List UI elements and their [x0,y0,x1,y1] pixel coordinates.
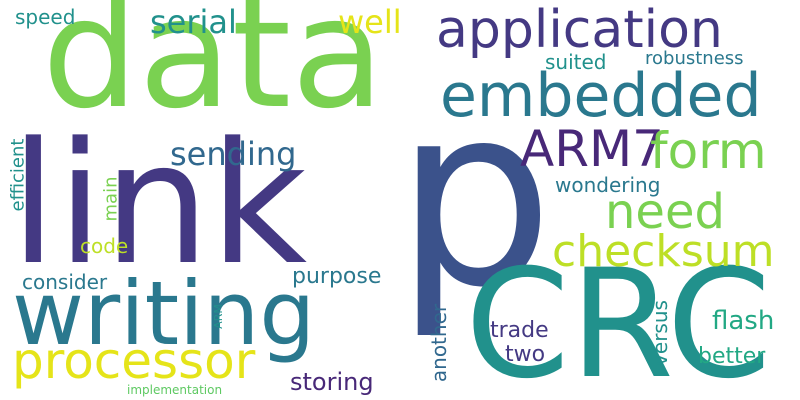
word-purpose: purpose [292,264,382,289]
word-versus: versus [647,300,672,366]
word-consider: consider [22,270,108,294]
word-speed: speed [15,5,76,29]
word-processor: processor [12,332,256,390]
word-crc: CRC [465,238,772,400]
word-efficient: efficient [7,138,29,212]
word-robustness: robustness [645,48,744,69]
word-trade: trade [490,318,549,343]
word-well: well [338,3,402,41]
word-data: data [42,0,385,142]
word-application: application [436,0,723,60]
word-code: code [80,234,129,258]
word-serial: serial [150,3,237,41]
word-embedded: embedded [440,61,762,131]
word-form: form [650,122,767,180]
word-sending: sending [170,135,297,173]
word-wondering: wondering [555,173,661,197]
word-implementation: implementation [127,383,223,397]
word-writing: writing [12,262,316,365]
word-another: another [427,303,452,383]
word-two: two [505,342,546,367]
word-arm7: ARM7 [520,120,664,178]
word-arm: ARM [211,304,225,329]
word-flash: flash [712,306,775,336]
word-checksum: checksum [552,226,775,277]
word-better: better [698,344,766,369]
word-p: p [395,51,554,342]
word-link: link [10,106,308,302]
word-main: main [100,176,122,222]
word-need: need [605,184,725,240]
word-storing: storing [290,368,374,396]
word-suited: suited [545,50,607,74]
